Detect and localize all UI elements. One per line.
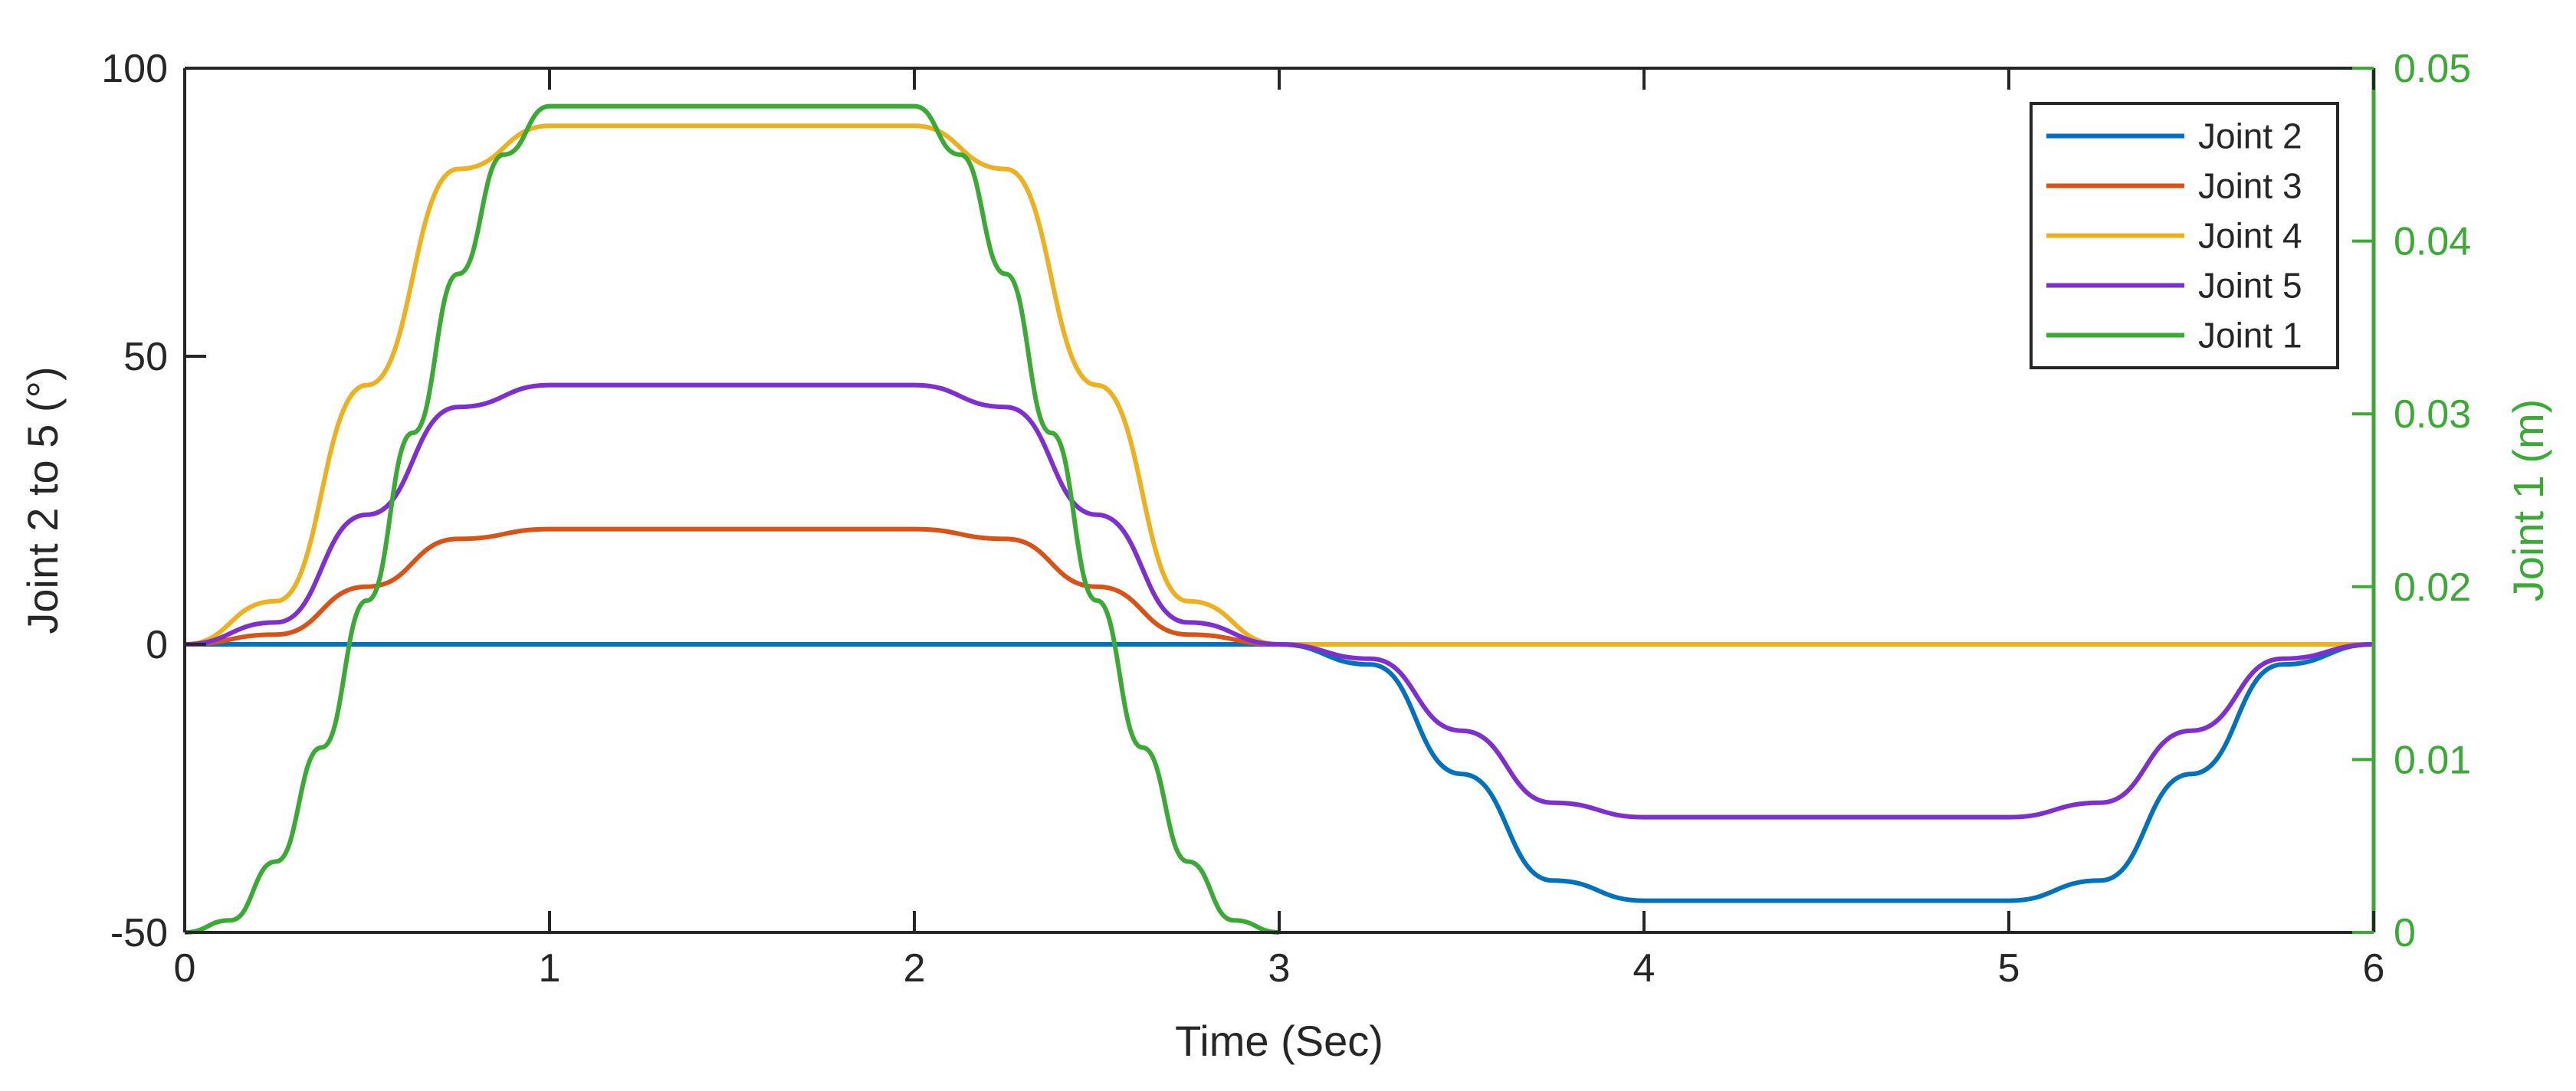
x-tick-label: 4 bbox=[1633, 946, 1656, 991]
series-line-joint-5 bbox=[184, 382, 2374, 820]
y-tick-label-left: 0 bbox=[146, 623, 168, 667]
y-tick-label-right: 0.01 bbox=[2394, 738, 2471, 782]
y-tick-label-left: 100 bbox=[101, 47, 168, 91]
y-tick-label-left: 50 bbox=[123, 335, 168, 379]
x-tick-label: 6 bbox=[2363, 946, 2385, 991]
legend-label: Joint 3 bbox=[2198, 166, 2302, 206]
y-axis-title-left: Joint 2 to 5 (°) bbox=[18, 366, 67, 634]
series-layer bbox=[184, 103, 2374, 935]
y-axis-title-right: Joint 1 (m) bbox=[2504, 399, 2552, 602]
series-line-joint-4 bbox=[184, 123, 2374, 647]
legend-label: Joint 2 bbox=[2198, 116, 2302, 156]
x-tick-label: 3 bbox=[1268, 946, 1291, 991]
plot-background bbox=[185, 68, 2374, 932]
y-tick-label-right: 0.05 bbox=[2394, 47, 2471, 91]
y-tick-label-left: -50 bbox=[110, 911, 168, 955]
legend: Joint 2 Joint 3 Joint 4 Joint 5 Joint 1 bbox=[2030, 102, 2339, 369]
x-axis-title: Time (Sec) bbox=[1175, 1017, 1383, 1065]
y-tick-label-right: 0.02 bbox=[2394, 565, 2471, 610]
series-line-joint-2 bbox=[184, 641, 2374, 903]
y-tick-label-right: 0.03 bbox=[2394, 392, 2471, 437]
legend-label: Joint 5 bbox=[2198, 266, 2302, 306]
series-line-joint-1 bbox=[184, 103, 1280, 935]
legend-label: Joint 4 bbox=[2198, 216, 2302, 256]
legend-label: Joint 1 bbox=[2198, 316, 2302, 355]
y-tick-label-right: 0 bbox=[2394, 911, 2416, 955]
x-tick-label: 2 bbox=[904, 946, 926, 991]
plot-area bbox=[185, 68, 2374, 932]
x-tick-label: 5 bbox=[1998, 946, 2020, 991]
x-tick-label: 0 bbox=[174, 946, 196, 991]
y-tick-label-right: 0.04 bbox=[2394, 220, 2471, 264]
x-tick-label: 1 bbox=[539, 946, 561, 991]
